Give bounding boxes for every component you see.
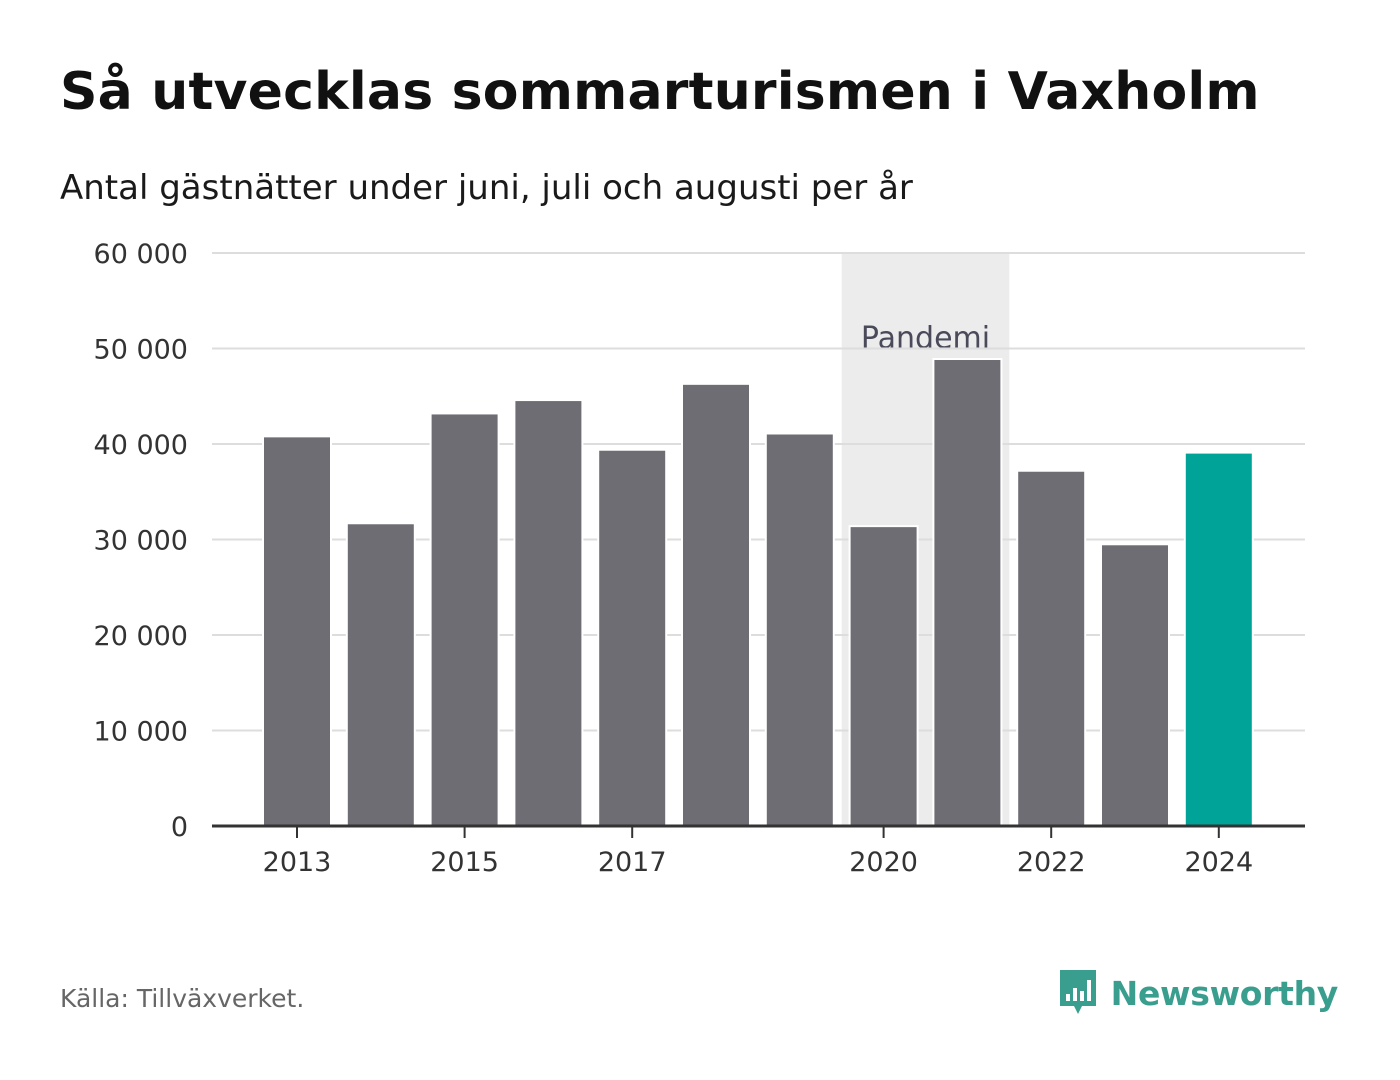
bar-2017: [597, 448, 668, 827]
x-tick-label: 2015: [430, 847, 499, 878]
bar-2019: [764, 432, 835, 827]
brand-name: Newsworthy: [1110, 973, 1339, 1013]
bar-2020: [848, 525, 919, 827]
y-tick-label: 40 000: [94, 430, 188, 461]
newsworthy-logo-icon: [1059, 970, 1096, 1014]
chart-title: Så utvecklas sommarturismen i Vaxholm: [60, 62, 1260, 122]
y-tick-label: 20 000: [94, 621, 188, 652]
y-tick-label: 60 000: [94, 239, 188, 270]
y-tick-label: 50 000: [94, 335, 188, 366]
y-tick-label: 0: [171, 812, 188, 843]
bar-2021: [932, 358, 1003, 827]
bar-2013: [262, 435, 332, 827]
x-tick-label: 2017: [598, 847, 667, 878]
bars: [262, 358, 1254, 828]
bar-2022: [1016, 469, 1087, 827]
y-tick-label: 30 000: [94, 526, 188, 557]
bar-2023: [1100, 543, 1170, 828]
bar-2016: [513, 399, 584, 827]
x-tick-label: 2020: [849, 847, 918, 878]
x-tick-label: 2022: [1017, 847, 1086, 878]
chart-subtitle: Antal gästnätter under juni, juli och au…: [60, 168, 913, 208]
bar-2014: [345, 522, 416, 827]
pandemic-label: Pandemi: [861, 321, 990, 356]
bar-2024: [1183, 451, 1254, 827]
bar-2015: [429, 412, 500, 827]
brand-logo[interactable]: Newsworthy: [1057, 968, 1338, 1018]
axes: 2013 2015 2017 2020 2022 2024: [212, 824, 1305, 878]
bar-chart: Pandemi 0 10 000 20 000 30 000 40 000 50 000 6…: [94, 239, 1305, 878]
source-note: Källa: Tillväxverket.: [60, 984, 305, 1013]
x-tick-label: 2013: [263, 847, 332, 878]
bar-2018: [681, 382, 751, 827]
x-tick-label: 2024: [1184, 847, 1253, 878]
y-tick-label: 10 000: [94, 717, 188, 748]
